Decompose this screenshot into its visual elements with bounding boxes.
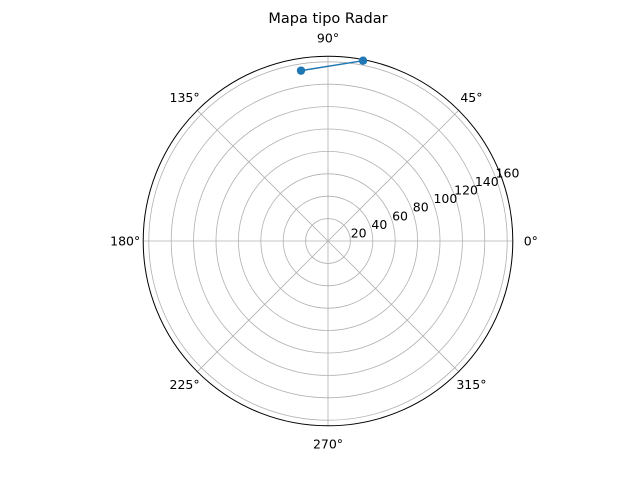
theta-gridline <box>197 110 329 242</box>
r-tick-label: 40 <box>371 217 387 232</box>
r-gridline <box>260 173 396 309</box>
r-gridline <box>170 83 486 399</box>
theta-tick-label: 180° <box>110 234 140 249</box>
chart-title: Mapa tipo Radar <box>268 11 387 27</box>
r-tick-label: 60 <box>392 208 408 223</box>
theta-tick-label: 135° <box>170 90 200 105</box>
theta-gridline <box>327 240 459 372</box>
theta-tick-label: 90° <box>317 31 339 46</box>
theta-tick-label: 315° <box>456 377 486 392</box>
series-line <box>300 59 364 72</box>
data-point <box>296 66 306 75</box>
data-layer <box>296 56 368 75</box>
r-gridline <box>148 61 508 421</box>
r-tick-label: 160 <box>496 165 520 180</box>
grid <box>142 55 514 427</box>
r-gridline <box>282 195 374 287</box>
r-gridline <box>215 128 441 354</box>
data-point <box>358 56 368 65</box>
r-gridline <box>237 150 418 331</box>
r-tick-label: 120 <box>454 183 478 198</box>
r-tick-label: 100 <box>433 191 457 206</box>
theta-tick-label: 225° <box>170 377 200 392</box>
theta-gridline <box>197 240 329 372</box>
r-tick-label: 80 <box>413 200 429 215</box>
r-gridline <box>193 106 463 376</box>
theta-tick-label: 45° <box>460 90 482 105</box>
r-tick-label: 20 <box>351 225 367 240</box>
tick-labels: 0°45°90°135°180°225°270°315°204060801001… <box>110 31 538 452</box>
theta-tick-label: 0° <box>524 234 538 249</box>
theta-tick-label: 270° <box>313 436 343 451</box>
polar-frame <box>142 55 514 427</box>
r-gridline <box>305 218 351 264</box>
theta-gridline <box>327 110 459 242</box>
r-tick-label: 140 <box>475 174 499 189</box>
